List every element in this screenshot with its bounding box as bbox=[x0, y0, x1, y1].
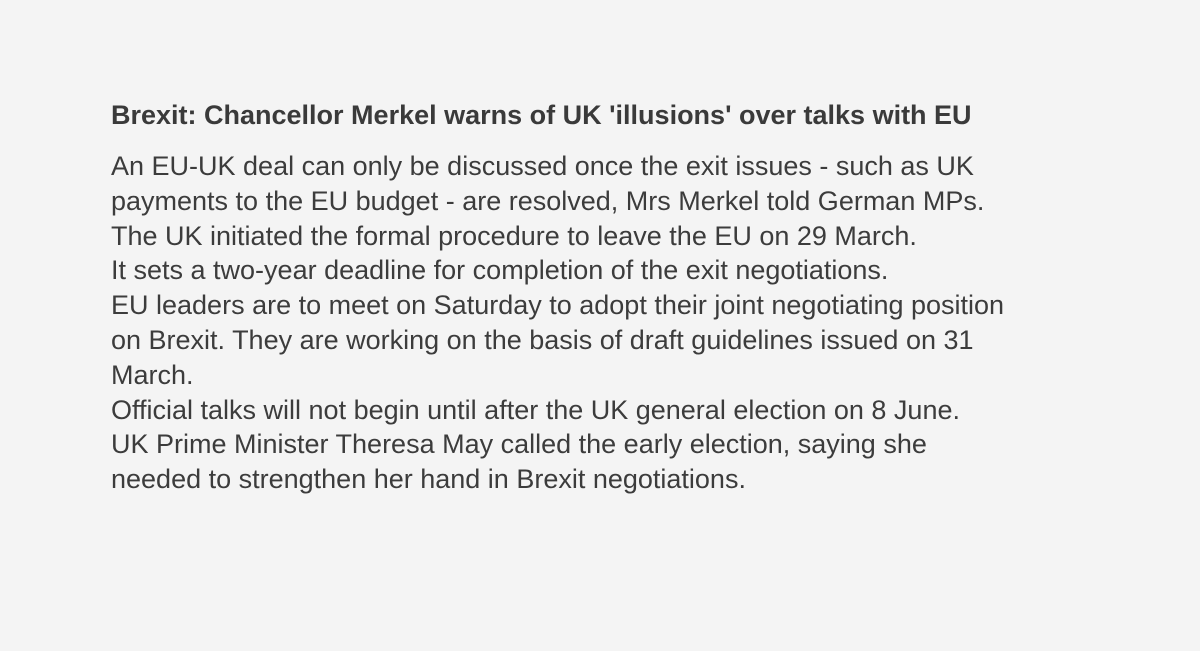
body-line: on Brexit. They are working on the basis… bbox=[111, 324, 974, 355]
body-line: March. bbox=[111, 359, 194, 390]
body-line: EU leaders are to meet on Saturday to ad… bbox=[111, 290, 1005, 321]
body-line: The UK initiated the formal procedure to… bbox=[111, 220, 917, 251]
body-line: An EU-UK deal can only be discussed once… bbox=[111, 151, 974, 181]
body-line: payments to the EU budget - are resolved… bbox=[111, 185, 985, 216]
article-body: An EU-UK deal can only be discussed once… bbox=[111, 149, 1111, 497]
body-line: Official talks will not begin until afte… bbox=[111, 394, 960, 425]
article-headline: Brexit: Chancellor Merkel warns of UK 'i… bbox=[111, 100, 972, 130]
body-line: It sets a two-year deadline for completi… bbox=[111, 255, 889, 286]
body-line: UK Prime Minister Theresa May called the… bbox=[111, 429, 927, 460]
body-line: needed to strengthen her hand in Brexit … bbox=[111, 464, 746, 495]
